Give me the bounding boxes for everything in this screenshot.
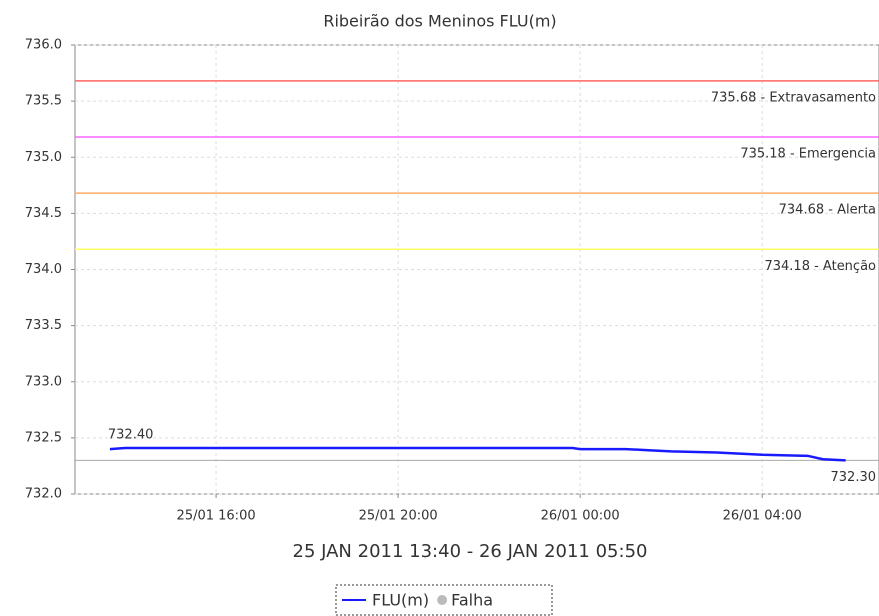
y-tick-label: 732.0	[25, 487, 62, 502]
y-tick-label: 733.0	[25, 374, 62, 389]
x-tick-label: 25/01 20:00	[359, 509, 438, 524]
legend-label: FLU(m)	[372, 591, 429, 610]
y-tick-label: 734.5	[25, 206, 62, 221]
chart-title: Ribeirão dos Meninos FLU(m)	[323, 12, 556, 31]
threshold-label: 735.68 - Extravasamento	[711, 90, 876, 105]
y-tick-label: 733.5	[25, 318, 62, 333]
legend-box	[335, 584, 553, 616]
y-tick-label: 732.5	[25, 430, 62, 445]
x-tick-label: 25/01 16:00	[177, 509, 256, 524]
y-tick-label: 734.0	[25, 262, 62, 277]
threshold-label: 735.18 - Emergencia	[740, 147, 876, 162]
data-label: 732.30	[831, 470, 877, 485]
legend-label: Falha	[451, 591, 493, 610]
x-tick-label: 26/01 00:00	[541, 509, 620, 524]
data-line	[109, 446, 846, 462]
legend-swatch	[437, 595, 448, 605]
data-label: 732.40	[108, 428, 154, 443]
threshold-label: 734.68 - Alerta	[779, 203, 876, 218]
y-tick-label: 735.0	[25, 150, 62, 165]
y-tick-label: 735.5	[25, 94, 62, 109]
y-tick-label: 736.0	[25, 38, 62, 53]
threshold-label: 734.18 - Atenção	[764, 259, 876, 274]
x-axis-label: 25 JAN 2011 13:40 - 26 JAN 2011 05:50	[293, 541, 648, 562]
x-tick-label: 26/01 04:00	[723, 509, 802, 524]
